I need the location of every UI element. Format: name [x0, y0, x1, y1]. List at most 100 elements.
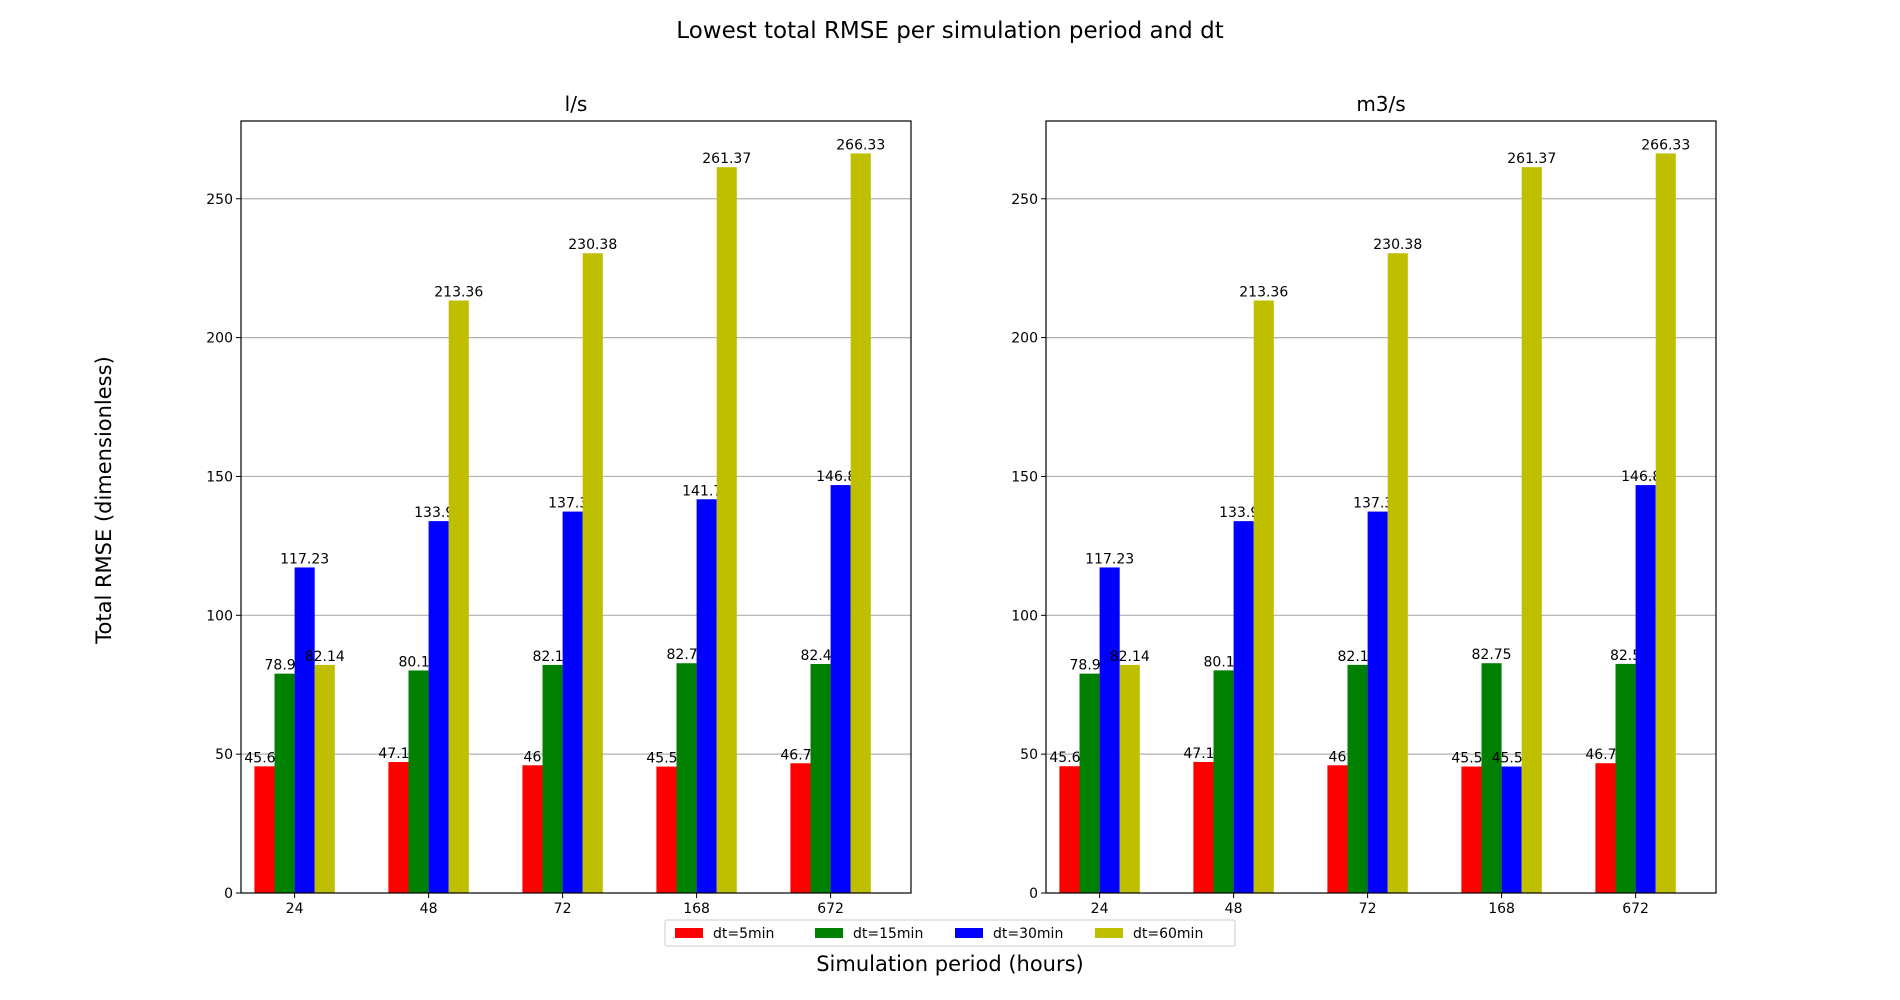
legend-swatch [1095, 928, 1123, 938]
data-label: 117.23 [280, 551, 329, 567]
legend-label: dt=60min [1133, 926, 1203, 942]
plot-frame [1045, 120, 1717, 894]
legend-label: dt=5min [713, 926, 774, 942]
data-label: 82.15 [1338, 649, 1378, 665]
bar-dt-15min [274, 673, 295, 893]
bar-dt-60min [716, 167, 737, 893]
bar-dt-15min [1347, 664, 1368, 893]
y-tick-label: 100 [206, 608, 233, 624]
chart-panels: l/s 0 50 100 150 200 250 24 45.62 78.99 117.23 82.1… [206, 92, 1717, 917]
x-axis-label: Simulation period (hours) [816, 952, 1084, 976]
bar-dt-5min [790, 763, 811, 893]
bar-dt-5min [1461, 766, 1482, 893]
bar-dt-60min [850, 153, 871, 893]
x-tick-label: 24 [286, 901, 304, 917]
bar-dt-5min [388, 762, 409, 893]
data-label: 266.33 [1641, 137, 1690, 153]
data-label: 78.99 [1070, 658, 1110, 674]
legend-box [664, 919, 1236, 947]
y-tick-label: 50 [1020, 747, 1038, 763]
legend: dt=5min dt=15min dt=30min dt=60min [664, 919, 1236, 947]
bar-dt-5min [1193, 761, 1214, 893]
y-tick-label: 50 [215, 747, 233, 763]
bar-dt-30min [428, 521, 449, 893]
bar-dt-30min [1233, 521, 1254, 893]
bar-dt-30min [1635, 485, 1656, 893]
x-tick-label: 168 [683, 901, 710, 917]
data-label: 46.73 [1585, 747, 1625, 763]
x-tick-label: 672 [817, 901, 844, 917]
data-label: 46 [524, 749, 542, 765]
data-label: 45.62 [244, 750, 284, 766]
y-tick-label: 200 [1011, 331, 1038, 347]
y-axis-label: Total RMSE (dimensionless) [92, 356, 116, 645]
data-label: 82.14 [305, 649, 345, 665]
y-tick-label: 0 [224, 886, 233, 902]
data-label: 261.37 [1507, 151, 1556, 167]
y-tick-label: 100 [1011, 608, 1038, 624]
data-label: 45.65 [1049, 750, 1089, 766]
legend-label: dt=30min [993, 926, 1063, 942]
bar-dt-30min [294, 567, 315, 893]
bar-dt-5min [656, 766, 677, 893]
chart-panel-2: m3/s 0 50 100 150 200 250 24 45.65 78.99 117.23 82.… [1011, 92, 1717, 917]
data-label: 45.52 [646, 751, 686, 767]
legend-swatch [955, 928, 983, 938]
bar-dt-5min [1327, 765, 1348, 893]
y-tick-label: 0 [1029, 886, 1038, 902]
bar-dt-60min [1387, 253, 1408, 893]
bar-dt-30min [696, 499, 717, 893]
bar-dt-15min [810, 664, 831, 893]
data-label: 213.36 [434, 285, 483, 301]
bar-dt-60min [1119, 664, 1140, 893]
data-label: 82.5 [1610, 648, 1641, 664]
x-tick-label: 672 [1622, 901, 1649, 917]
data-label: 82.14 [1110, 649, 1150, 665]
data-label: 82.75 [1472, 647, 1512, 663]
x-tick-label: 72 [1359, 901, 1377, 917]
legend-label: dt=15min [853, 926, 923, 942]
legend-swatch [675, 928, 703, 938]
x-tick-label: 72 [554, 901, 572, 917]
y-tick-label: 200 [206, 331, 233, 347]
bar-dt-30min [830, 485, 851, 893]
bar-dt-60min [1655, 153, 1676, 893]
bar-dt-60min [314, 664, 335, 893]
bar-dt-5min [1595, 763, 1616, 893]
data-label: 82.13 [533, 649, 573, 665]
panel-title: l/s [565, 92, 588, 116]
data-label: 266.33 [836, 137, 885, 153]
bar-dt-15min [1481, 663, 1502, 893]
bar-dt-60min [582, 253, 603, 893]
data-label: 47.18 [1183, 746, 1223, 762]
bar-dt-15min [1079, 673, 1100, 893]
bar-dt-5min [254, 766, 275, 893]
data-label: 46 [1329, 749, 1347, 765]
bar-dt-5min [522, 765, 543, 893]
bar-dt-60min [448, 300, 469, 893]
data-label: 230.38 [568, 237, 617, 253]
bar-dt-15min [542, 664, 563, 893]
chart-panel-1: l/s 0 50 100 150 200 250 24 45.62 78.99 117.23 82.1… [206, 92, 912, 917]
bar-dt-30min [1099, 567, 1120, 893]
data-label: 213.36 [1239, 285, 1288, 301]
y-tick-label: 250 [1011, 192, 1038, 208]
bar-dt-60min [1253, 300, 1274, 893]
data-label: 46.71 [780, 747, 820, 763]
x-tick-label: 168 [1488, 901, 1515, 917]
bar-dt-15min [1213, 670, 1234, 893]
x-tick-label: 48 [1225, 901, 1243, 917]
bar-dt-5min [1059, 766, 1080, 893]
y-tick-label: 150 [206, 469, 233, 485]
bar-dt-30min [1367, 511, 1388, 893]
data-label: 230.38 [1373, 237, 1422, 253]
x-tick-label: 24 [1091, 901, 1109, 917]
legend-swatch [815, 928, 843, 938]
bar-dt-30min [562, 511, 583, 893]
data-label: 80.17 [1204, 654, 1244, 670]
y-tick-label: 250 [206, 192, 233, 208]
bar-dt-15min [1615, 663, 1636, 893]
panel-title: m3/s [1356, 92, 1405, 116]
chart-title: Lowest total RMSE per simulation period … [676, 18, 1223, 44]
